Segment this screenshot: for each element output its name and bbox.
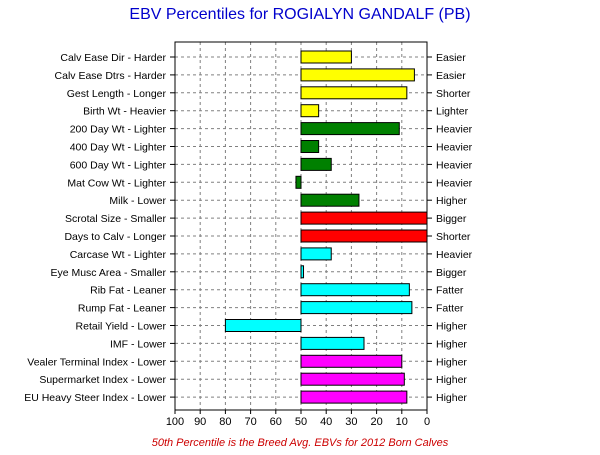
direction-label-2: Shorter (436, 88, 471, 100)
bar-12 (300, 265, 305, 279)
x-tick-label-30: 30 (345, 416, 357, 428)
trait-label-0: Calv Ease Dir - Harder (60, 52, 166, 64)
trait-label-14: Rump Fat - Leaner (78, 303, 167, 315)
direction-label-4: Heavier (436, 124, 473, 136)
direction-label-9: Bigger (436, 213, 467, 225)
direction-label-8: Higher (436, 195, 467, 207)
direction-labels: Easier Easier Shorter Lighter Heavier Heavier… (436, 52, 473, 404)
bar-3 (300, 104, 320, 118)
bar-2 (300, 86, 408, 100)
x-tick-label-10: 10 (396, 416, 408, 428)
trait-labels: Calv Ease Dir - Harder Calv Ease Dtrs - H… (24, 52, 166, 404)
bar-8 (300, 193, 360, 207)
trait-label-1: Calv Ease Dtrs - Harder (55, 70, 167, 82)
x-axis-ticks: 100 90 80 70 60 50 40 30 20 10 0 (166, 56, 432, 428)
bar-1 (300, 68, 415, 82)
x-tick-label-50: 50 (295, 416, 307, 428)
direction-label-17: Higher (436, 356, 467, 368)
trait-label-13: Rib Fat - Leaner (90, 285, 166, 297)
chart-footnote: 50th Percentile is the Breed Avg. EBVs f… (151, 437, 449, 449)
bar-0 (300, 50, 352, 64)
trait-label-4: 200 Day Wt - Lighter (70, 124, 167, 136)
x-tick-label-0: 0 (424, 416, 430, 428)
trait-label-18: Supermarket Index - Lower (39, 374, 166, 386)
x-tick-label-90: 90 (194, 416, 206, 428)
bar-13 (300, 283, 410, 297)
direction-label-11: Heavier (436, 249, 473, 261)
trait-label-8: Milk - Lower (109, 195, 166, 207)
bar-7 (295, 175, 302, 189)
trait-label-9: Scrotal Size - Smaller (65, 213, 166, 225)
bar-11 (300, 247, 332, 261)
trait-label-15: Retail Yield - Lower (76, 321, 167, 333)
bar-10 (300, 229, 428, 243)
trait-label-12: Eye Musc Area - Smaller (50, 267, 166, 279)
trait-label-6: 600 Day Wt - Lighter (70, 159, 167, 171)
bar-18 (300, 372, 405, 386)
direction-label-12: Bigger (436, 267, 467, 279)
direction-label-16: Higher (436, 338, 467, 350)
direction-label-10: Shorter (436, 231, 471, 243)
direction-label-18: Higher (436, 374, 467, 386)
bars (224, 50, 428, 404)
x-tick-label-70: 70 (244, 416, 256, 428)
trait-label-5: 400 Day Wt - Lighter (70, 142, 167, 154)
trait-label-2: Gest Length - Longer (67, 88, 167, 100)
direction-label-19: Higher (436, 392, 467, 404)
trait-label-19: EU Heavy Steer Index - Lower (24, 392, 166, 404)
bar-19 (300, 390, 408, 404)
x-tick-label-60: 60 (270, 416, 282, 428)
direction-label-3: Lighter (436, 106, 469, 118)
direction-label-15: Higher (436, 321, 467, 333)
direction-label-7: Heavier (436, 177, 473, 189)
trait-label-11: Carcase Wt - Lighter (70, 249, 167, 261)
trait-label-10: Days to Calv - Longer (64, 231, 166, 243)
x-tick-label-20: 20 (370, 416, 382, 428)
x-tick-label-80: 80 (219, 416, 231, 428)
bar-4 (300, 122, 400, 136)
bar-6 (300, 157, 332, 171)
direction-label-5: Heavier (436, 142, 473, 154)
x-tick-label-40: 40 (320, 416, 332, 428)
bar-15 (224, 319, 302, 332)
direction-label-14: Fatter (436, 303, 464, 315)
bar-17 (300, 354, 403, 368)
bar-14 (300, 301, 413, 315)
direction-label-13: Fatter (436, 285, 464, 297)
trait-label-7: Mat Cow Wt - Lighter (67, 177, 166, 189)
trait-label-17: Vealer Terminal Index - Lower (27, 356, 166, 368)
trait-label-16: IMF - Lower (110, 338, 167, 350)
x-tick-label-100: 100 (166, 416, 184, 428)
trait-label-3: Birth Wt - Heavier (83, 106, 166, 118)
bar-16 (300, 336, 365, 350)
bar-5 (300, 140, 320, 153)
bar-9 (300, 211, 428, 225)
chart-title: EBV Percentiles for ROGIALYN GANDALF (PB… (129, 6, 471, 23)
direction-label-1: Easier (436, 70, 466, 82)
direction-label-0: Easier (436, 52, 466, 64)
direction-label-6: Heavier (436, 159, 473, 171)
